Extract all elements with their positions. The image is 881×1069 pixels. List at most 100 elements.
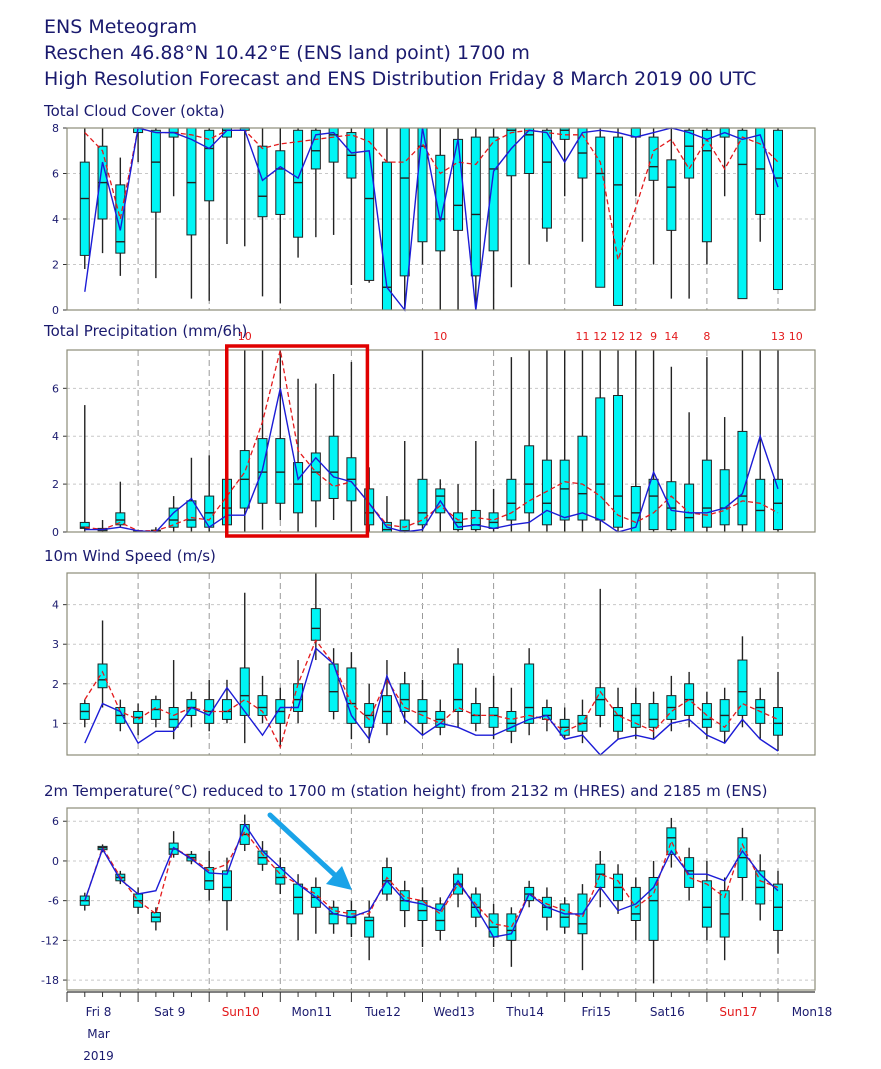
precip-value-label: 14 <box>664 330 678 343</box>
cloud-box <box>470 136 481 277</box>
cloud-box <box>737 129 748 300</box>
precip-ytick-label: 4 <box>52 430 59 443</box>
month-label: Mar <box>87 1027 110 1041</box>
cloud-box <box>595 136 606 288</box>
temp-panel: -18 -12 -6 0 6 <box>41 807 816 991</box>
precip-ytick-label: 2 <box>52 478 59 491</box>
wind-frame <box>66 572 816 756</box>
temp-ytick-label: 0 <box>52 855 59 868</box>
temp-frame <box>66 807 816 991</box>
day-label: Fri 8 <box>86 1005 112 1019</box>
wind-box <box>168 707 179 728</box>
precip-box <box>701 459 712 528</box>
temp-box <box>701 880 712 928</box>
precip-box <box>541 459 552 526</box>
precip-box <box>666 481 677 531</box>
day-label: Sun10 <box>222 1005 260 1019</box>
cloud-ens-mean-line <box>84 127 779 263</box>
wind-box <box>310 608 321 641</box>
precip-box <box>773 478 783 531</box>
highlight-box <box>225 344 370 538</box>
day-label: Sat16 <box>650 1005 685 1019</box>
wind-box <box>737 659 748 716</box>
wind-box <box>613 707 624 732</box>
wind-ytick-label: 4 <box>52 599 59 612</box>
cloud-box <box>293 129 304 238</box>
precip-box <box>684 483 695 533</box>
precip-box <box>186 500 197 528</box>
cloud-box <box>150 129 161 213</box>
temp-box <box>470 893 481 918</box>
precip-value-label: 12 <box>611 330 625 343</box>
temp-box <box>435 903 446 931</box>
cloud-box <box>541 129 552 229</box>
wind-box <box>773 707 783 736</box>
wind-box <box>346 667 357 724</box>
precip-box <box>310 452 321 502</box>
precip-box <box>524 445 535 514</box>
precip-box <box>488 512 499 529</box>
wind-hres-line <box>84 646 779 756</box>
temp-ytick-label: -6 <box>48 895 59 908</box>
cloud-box <box>186 127 197 236</box>
cloud-hres-line <box>84 127 779 312</box>
cloud-box <box>275 150 286 215</box>
precip-box <box>328 435 339 499</box>
cloud-box <box>204 129 215 202</box>
cloud-box <box>684 129 695 179</box>
location-line: Reschen 46.88°N 10.42°E (ENS land point)… <box>44 42 530 64</box>
cloud-cover-title: Total Cloud Cover (okta) <box>44 102 225 120</box>
temperature-title: 2m Temperature(°C) reduced to 1700 m (st… <box>44 782 768 800</box>
wind-box <box>595 687 606 716</box>
wind-ytick-label: 1 <box>52 717 59 730</box>
precip-box <box>613 395 624 528</box>
wind-box <box>221 699 232 720</box>
wind-box <box>399 683 410 712</box>
cloud-frame <box>66 127 816 311</box>
wind-box <box>488 707 499 728</box>
meteogram-header: ENS Meteogram Reschen 46.88°N 10.42°E (E… <box>44 14 756 92</box>
cloud-box <box>115 184 126 254</box>
temp-box <box>221 870 232 902</box>
precip-panel: 0 2 4 6 10 10 11 12 12 12 9 14 8 13 10 <box>52 330 816 539</box>
precip-value-label: 10 <box>238 330 252 343</box>
wind-box <box>97 663 108 689</box>
cloud-ytick-label: 0 <box>52 304 59 317</box>
cloud-box <box>399 127 410 277</box>
day-label: Fri15 <box>581 1005 611 1019</box>
precip-ytick-label: 6 <box>52 382 59 395</box>
temp-box <box>506 913 517 941</box>
cloud-box <box>755 127 766 215</box>
temp-box <box>559 903 570 928</box>
cloud-box <box>613 136 624 306</box>
temp-ytick-label: -12 <box>41 934 59 947</box>
meteogram-title: ENS Meteogram <box>44 16 198 38</box>
temp-box <box>684 857 695 888</box>
temp-ens-mean-line <box>84 830 779 928</box>
day-label: Thu14 <box>505 1005 544 1019</box>
precip-box <box>115 512 126 526</box>
temp-box <box>328 906 339 925</box>
forecast-line: High Resolution Forecast and ENS Distrib… <box>44 68 757 90</box>
precip-frame <box>66 349 816 533</box>
wind-ytick-label: 3 <box>52 638 59 651</box>
precip-value-label: 8 <box>703 330 710 343</box>
precip-value-label: 12 <box>629 330 643 343</box>
wind-ytick-label: 2 <box>52 678 59 691</box>
temp-box <box>293 883 304 915</box>
cloud-ytick-label: 8 <box>52 122 59 135</box>
precipitation-title: Total Precipitation (mm/6h) <box>44 322 248 340</box>
temp-hres-line <box>84 822 779 938</box>
day-label: Sun17 <box>719 1005 757 1019</box>
precip-ytick-label: 0 <box>52 526 59 539</box>
cloud-box <box>773 129 783 291</box>
wind-box <box>524 663 535 724</box>
precip-box <box>364 488 375 526</box>
temp-box <box>648 876 659 941</box>
wind-box <box>506 710 517 732</box>
cloud-box <box>648 136 659 181</box>
day-label: Mon11 <box>292 1005 333 1019</box>
precip-box <box>470 509 481 531</box>
precip-box <box>737 430 748 526</box>
